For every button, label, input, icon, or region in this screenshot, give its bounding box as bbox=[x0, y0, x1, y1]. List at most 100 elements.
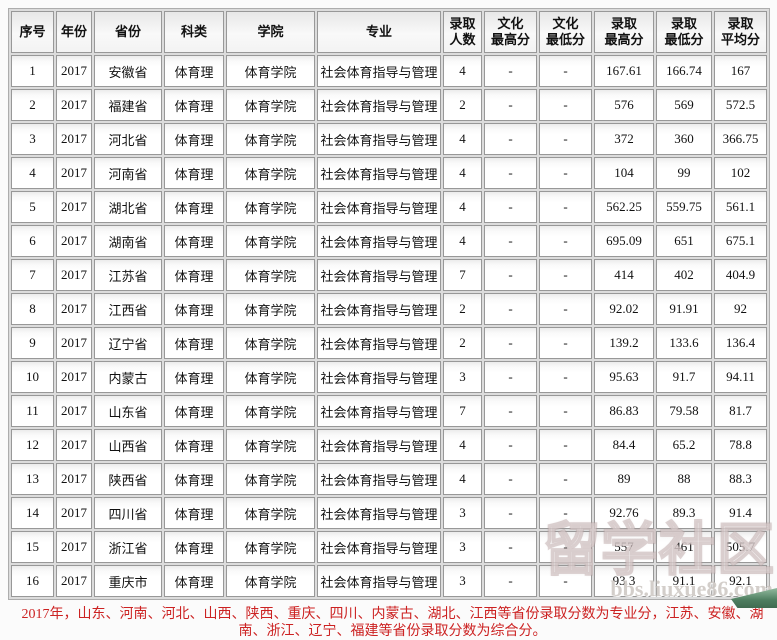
table-cell: 体育学院 bbox=[226, 565, 315, 597]
table-cell: 92 bbox=[714, 293, 767, 325]
table-cell: 2 bbox=[443, 327, 482, 359]
table-cell: 体育理 bbox=[164, 531, 224, 563]
table-cell: 2017 bbox=[56, 225, 92, 257]
table-cell: 江苏省 bbox=[94, 259, 162, 291]
table-cell: 2 bbox=[443, 293, 482, 325]
table-cell: 社会体育指导与管理 bbox=[317, 497, 441, 529]
table-cell: 95.63 bbox=[594, 361, 654, 393]
table-cell: 86.83 bbox=[594, 395, 654, 427]
table-row: 1 2017 安徽省 体育理 体育学院 社会体育指导与管理 4- -167.61 166.74 1… bbox=[11, 55, 767, 87]
table-cell: 河北省 bbox=[94, 123, 162, 155]
table-cell: 2017 bbox=[56, 497, 92, 529]
table-cell: - bbox=[539, 55, 592, 87]
column-header: 录取 人数 bbox=[443, 11, 482, 53]
table-cell: 体育理 bbox=[164, 327, 224, 359]
table-cell: - bbox=[539, 191, 592, 223]
table-cell: - bbox=[484, 191, 537, 223]
column-header: 录取 平均分 bbox=[714, 11, 767, 53]
table-row: 10 2017 内蒙古 体育理 体育学院 社会体育指导与管理 3- -95.63 91.7 94.… bbox=[11, 361, 767, 393]
table-cell: 2017 bbox=[56, 327, 92, 359]
table-cell: - bbox=[539, 361, 592, 393]
table-cell: - bbox=[484, 55, 537, 87]
table-cell: 104 bbox=[594, 157, 654, 189]
table-cell: 社会体育指导与管理 bbox=[317, 55, 441, 87]
table-cell: 136.4 bbox=[714, 327, 767, 359]
table-cell: 山西省 bbox=[94, 429, 162, 461]
table-cell: 15 bbox=[11, 531, 54, 563]
table-cell: 社会体育指导与管理 bbox=[317, 225, 441, 257]
table-cell: 557 bbox=[594, 531, 654, 563]
table-row: 5 2017 湖北省 体育理 体育学院 社会体育指导与管理 4- -562.25 559.75 5… bbox=[11, 191, 767, 223]
table-cell: 139.2 bbox=[594, 327, 654, 359]
table-cell: - bbox=[484, 259, 537, 291]
table-row: 8 2017 江西省 体育理 体育学院 社会体育指导与管理 2- -92.02 91.91 92 bbox=[11, 293, 767, 325]
table-cell: 2 bbox=[443, 89, 482, 121]
table-cell: 体育理 bbox=[164, 89, 224, 121]
table-cell: 江西省 bbox=[94, 293, 162, 325]
table-cell: - bbox=[539, 395, 592, 427]
column-header: 省份 bbox=[94, 11, 162, 53]
table-cell: 91.1 bbox=[656, 565, 712, 597]
table-cell: 8 bbox=[11, 293, 54, 325]
table-cell: - bbox=[484, 429, 537, 461]
table-cell: 社会体育指导与管理 bbox=[317, 259, 441, 291]
table-cell: 167.61 bbox=[594, 55, 654, 87]
table-cell: 9 bbox=[11, 327, 54, 359]
table-cell: 体育学院 bbox=[226, 463, 315, 495]
table-cell: 体育学院 bbox=[226, 429, 315, 461]
table-cell: 体育学院 bbox=[226, 531, 315, 563]
column-header: 科类 bbox=[164, 11, 224, 53]
table-cell: - bbox=[539, 123, 592, 155]
table-cell: 福建省 bbox=[94, 89, 162, 121]
table-cell: 402 bbox=[656, 259, 712, 291]
table-row: 4 2017 河南省 体育理 体育学院 社会体育指导与管理 4- -104 99 102 bbox=[11, 157, 767, 189]
column-header: 专业 bbox=[317, 11, 441, 53]
table-row: 7 2017 江苏省 体育理 体育学院 社会体育指导与管理 7- -414 402 404.9 bbox=[11, 259, 767, 291]
table-cell: 7 bbox=[443, 259, 482, 291]
table-cell: 浙江省 bbox=[94, 531, 162, 563]
table-cell: 体育理 bbox=[164, 157, 224, 189]
table-cell: - bbox=[484, 361, 537, 393]
table-row: 14 2017 四川省 体育理 体育学院 社会体育指导与管理 3- -92.76 89.3 91.… bbox=[11, 497, 767, 529]
table-cell: 1 bbox=[11, 55, 54, 87]
table-cell: 99 bbox=[656, 157, 712, 189]
table-cell: 体育理 bbox=[164, 225, 224, 257]
table-cell: 88.3 bbox=[714, 463, 767, 495]
table-cell: 166.74 bbox=[656, 55, 712, 87]
table-cell: - bbox=[539, 565, 592, 597]
table-cell: 3 bbox=[11, 123, 54, 155]
column-header: 录取 最高分 bbox=[594, 11, 654, 53]
table-cell: 安徽省 bbox=[94, 55, 162, 87]
table-cell: - bbox=[539, 531, 592, 563]
table-cell: 14 bbox=[11, 497, 54, 529]
table-cell: 94.11 bbox=[714, 361, 767, 393]
table-cell: 89 bbox=[594, 463, 654, 495]
footnote-text: 2017年，山东、河南、河北、山西、陕西、重庆、四川、内蒙古、湖北、江西等省份录… bbox=[21, 607, 764, 639]
table-cell: - bbox=[484, 123, 537, 155]
table-cell: 675.1 bbox=[714, 225, 767, 257]
table-cell: 16 bbox=[11, 565, 54, 597]
table-cell: 2017 bbox=[56, 157, 92, 189]
table-cell: 79.58 bbox=[656, 395, 712, 427]
table-cell: 2017 bbox=[56, 565, 92, 597]
table-cell: 体育理 bbox=[164, 55, 224, 87]
table-row: 12 2017 山西省 体育理 体育学院 社会体育指导与管理 4- -84.4 65.2 78.8 bbox=[11, 429, 767, 461]
table-cell: 体育学院 bbox=[226, 157, 315, 189]
table-cell: - bbox=[484, 463, 537, 495]
table-row: 3 2017 河北省 体育理 体育学院 社会体育指导与管理 4- -372 360 366.75 bbox=[11, 123, 767, 155]
table-cell: 2017 bbox=[56, 55, 92, 87]
table-cell: - bbox=[484, 157, 537, 189]
column-header: 文化 最低分 bbox=[539, 11, 592, 53]
table-cell: 社会体育指导与管理 bbox=[317, 463, 441, 495]
table-cell: 461 bbox=[656, 531, 712, 563]
table-cell: 体育理 bbox=[164, 293, 224, 325]
table-cell: 92.76 bbox=[594, 497, 654, 529]
table-cell: 社会体育指导与管理 bbox=[317, 361, 441, 393]
table-cell: 559.75 bbox=[656, 191, 712, 223]
table-cell: 102 bbox=[714, 157, 767, 189]
table-cell: 体育学院 bbox=[226, 361, 315, 393]
table-cell: 572.5 bbox=[714, 89, 767, 121]
table-cell: 91.4 bbox=[714, 497, 767, 529]
table-row: 16 2017 重庆市 体育理 体育学院 社会体育指导与管理 3- -93.3 91.1 92.1 bbox=[11, 565, 767, 597]
table-cell: 576 bbox=[594, 89, 654, 121]
